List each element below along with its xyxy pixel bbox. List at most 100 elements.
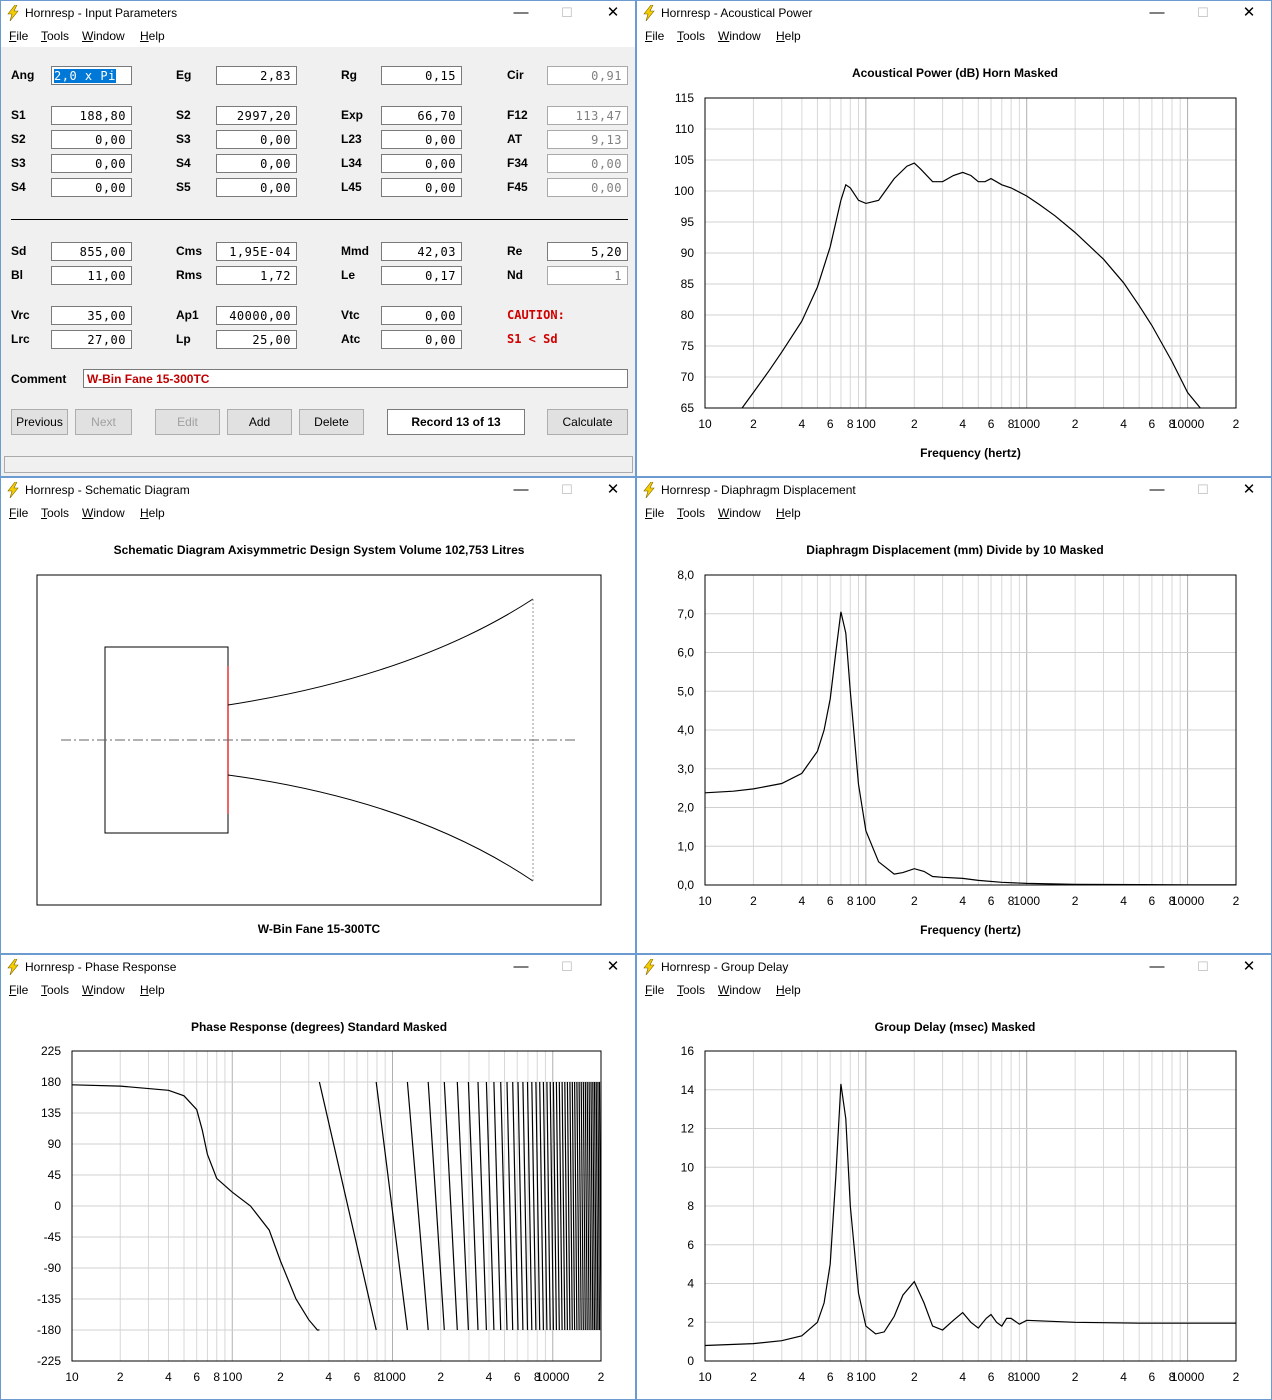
menu-tools[interactable]: Tools (41, 983, 70, 997)
maximize-button[interactable]: ☐ (561, 959, 573, 974)
menu-file[interactable]: File (645, 29, 665, 43)
menu-help[interactable]: Help (776, 29, 801, 43)
field-l23[interactable]: 0,00 (381, 130, 462, 149)
x-tick-label: 4 (1120, 417, 1127, 431)
close-button[interactable]: ✕ (1242, 481, 1256, 498)
y-tick-label: 0,0 (677, 878, 694, 892)
close-button[interactable]: ✕ (606, 958, 620, 975)
field-at: 9,13 (547, 130, 628, 149)
field-lrc[interactable]: 27,00 (51, 330, 132, 349)
group-delay-window: Hornresp - Group Delay — ☐ ✕ File Tools … (636, 954, 1272, 1400)
menu-window[interactable]: Window (718, 983, 761, 997)
menu-tools[interactable]: Tools (41, 506, 70, 520)
menu-file[interactable]: File (9, 506, 29, 520)
menu-file[interactable]: File (9, 983, 29, 997)
x-tick-label: 8 (1008, 1370, 1015, 1384)
calculate-button[interactable]: Calculate (547, 409, 628, 435)
close-button[interactable]: ✕ (1242, 958, 1256, 975)
window-title: Hornresp - Acoustical Power (661, 6, 813, 20)
field-s2[interactable]: 2997,20 (216, 106, 297, 125)
menu-help[interactable]: Help (140, 29, 165, 43)
field-s2b[interactable]: 0,00 (51, 130, 132, 149)
maximize-button[interactable]: ☐ (1197, 5, 1209, 20)
menu-bar: File Tools Window Help (1, 979, 635, 1001)
minimize-button[interactable]: — (1149, 958, 1165, 975)
field-s3[interactable]: 0,00 (216, 130, 297, 149)
maximize-button[interactable]: ☐ (561, 482, 573, 497)
field-vtc[interactable]: 0,00 (381, 306, 462, 325)
next-button[interactable]: Next (75, 409, 132, 435)
field-comment[interactable]: W-Bin Fane 15-300TC (83, 369, 628, 388)
menu-window[interactable]: Window (82, 506, 125, 520)
menu-tools[interactable]: Tools (677, 506, 706, 520)
field-s5[interactable]: 0,00 (216, 178, 297, 197)
menu-help[interactable]: Help (140, 506, 165, 520)
menu-tools[interactable]: Tools (677, 29, 706, 43)
data-series-line (705, 611, 1236, 885)
edit-button[interactable]: Edit (155, 409, 220, 435)
field-bl[interactable]: 11,00 (51, 266, 132, 285)
title-bar: Hornresp - Diaphragm Displacement — ☐ ✕ (637, 478, 1271, 502)
field-l45[interactable]: 0,00 (381, 178, 462, 197)
field-ap1[interactable]: 40000,00 (216, 306, 297, 325)
add-button[interactable]: Add (227, 409, 292, 435)
field-l34[interactable]: 0,00 (381, 154, 462, 173)
previous-button[interactable]: Previous (11, 409, 68, 435)
field-le[interactable]: 0,17 (381, 266, 462, 285)
field-eg[interactable]: 2,83 (216, 66, 297, 85)
menu-file[interactable]: File (9, 29, 29, 43)
minimize-button[interactable]: — (513, 481, 529, 498)
minimize-button[interactable]: — (513, 4, 529, 21)
field-cms[interactable]: 1,95E-04 (216, 242, 297, 261)
menu-tools[interactable]: Tools (677, 983, 706, 997)
menu-window[interactable]: Window (82, 29, 125, 43)
field-sd[interactable]: 855,00 (51, 242, 132, 261)
y-tick-label: 75 (681, 339, 695, 353)
y-tick-label: 2 (687, 1315, 694, 1329)
menu-tools[interactable]: Tools (41, 29, 70, 43)
field-rms[interactable]: 1,72 (216, 266, 297, 285)
x-tick-label: 2 (1072, 417, 1079, 431)
minimize-button[interactable]: — (1149, 4, 1165, 21)
close-button[interactable]: ✕ (606, 481, 620, 498)
maximize-button[interactable]: ☐ (561, 5, 573, 20)
maximize-button[interactable]: ☐ (1197, 482, 1209, 497)
title-bar: Hornresp - Acoustical Power — ☐ ✕ (637, 1, 1271, 25)
maximize-button[interactable]: ☐ (1197, 959, 1209, 974)
x-axis-label: Frequency (hertz) (920, 446, 1021, 460)
delete-button[interactable]: Delete (299, 409, 364, 435)
field-vrc[interactable]: 35,00 (51, 306, 132, 325)
field-s4b[interactable]: 0,00 (51, 178, 132, 197)
field-re[interactable]: 5,20 (547, 242, 628, 261)
menu-help[interactable]: Help (776, 506, 801, 520)
field-lp[interactable]: 25,00 (216, 330, 297, 349)
menu-window[interactable]: Window (718, 29, 761, 43)
y-tick-label: 10 (681, 1160, 695, 1174)
y-tick-label: 1,0 (677, 839, 694, 853)
menu-help[interactable]: Help (140, 983, 165, 997)
field-s3b[interactable]: 0,00 (51, 154, 132, 173)
close-button[interactable]: ✕ (606, 4, 620, 21)
field-exp[interactable]: 66,70 (381, 106, 462, 125)
menu-window[interactable]: Window (82, 983, 125, 997)
input-parameters-window: Hornresp - Input Parameters — ☐ ✕ File T… (0, 0, 636, 477)
x-tick-label: 2 (1072, 894, 1079, 908)
field-atc[interactable]: 0,00 (381, 330, 462, 349)
hornresp-lightning-icon (643, 5, 655, 21)
field-ang[interactable]: 2,0 x Pi (51, 66, 132, 85)
field-rg[interactable]: 0,15 (381, 66, 462, 85)
field-s1[interactable]: 188,80 (51, 106, 132, 125)
field-s4[interactable]: 0,00 (216, 154, 297, 173)
minimize-button[interactable]: — (1149, 481, 1165, 498)
menu-file[interactable]: File (645, 506, 665, 520)
menu-window[interactable]: Window (718, 506, 761, 520)
menu-file[interactable]: File (645, 983, 665, 997)
menu-help[interactable]: Help (776, 983, 801, 997)
plot-frame (704, 1050, 1237, 1362)
close-button[interactable]: ✕ (1242, 4, 1256, 21)
field-mmd[interactable]: 42,03 (381, 242, 462, 261)
label-lrc: Lrc (11, 332, 30, 346)
minimize-button[interactable]: — (513, 958, 529, 975)
menu-bar: File Tools Window Help (1, 25, 635, 47)
y-tick-label: 80 (681, 308, 695, 322)
